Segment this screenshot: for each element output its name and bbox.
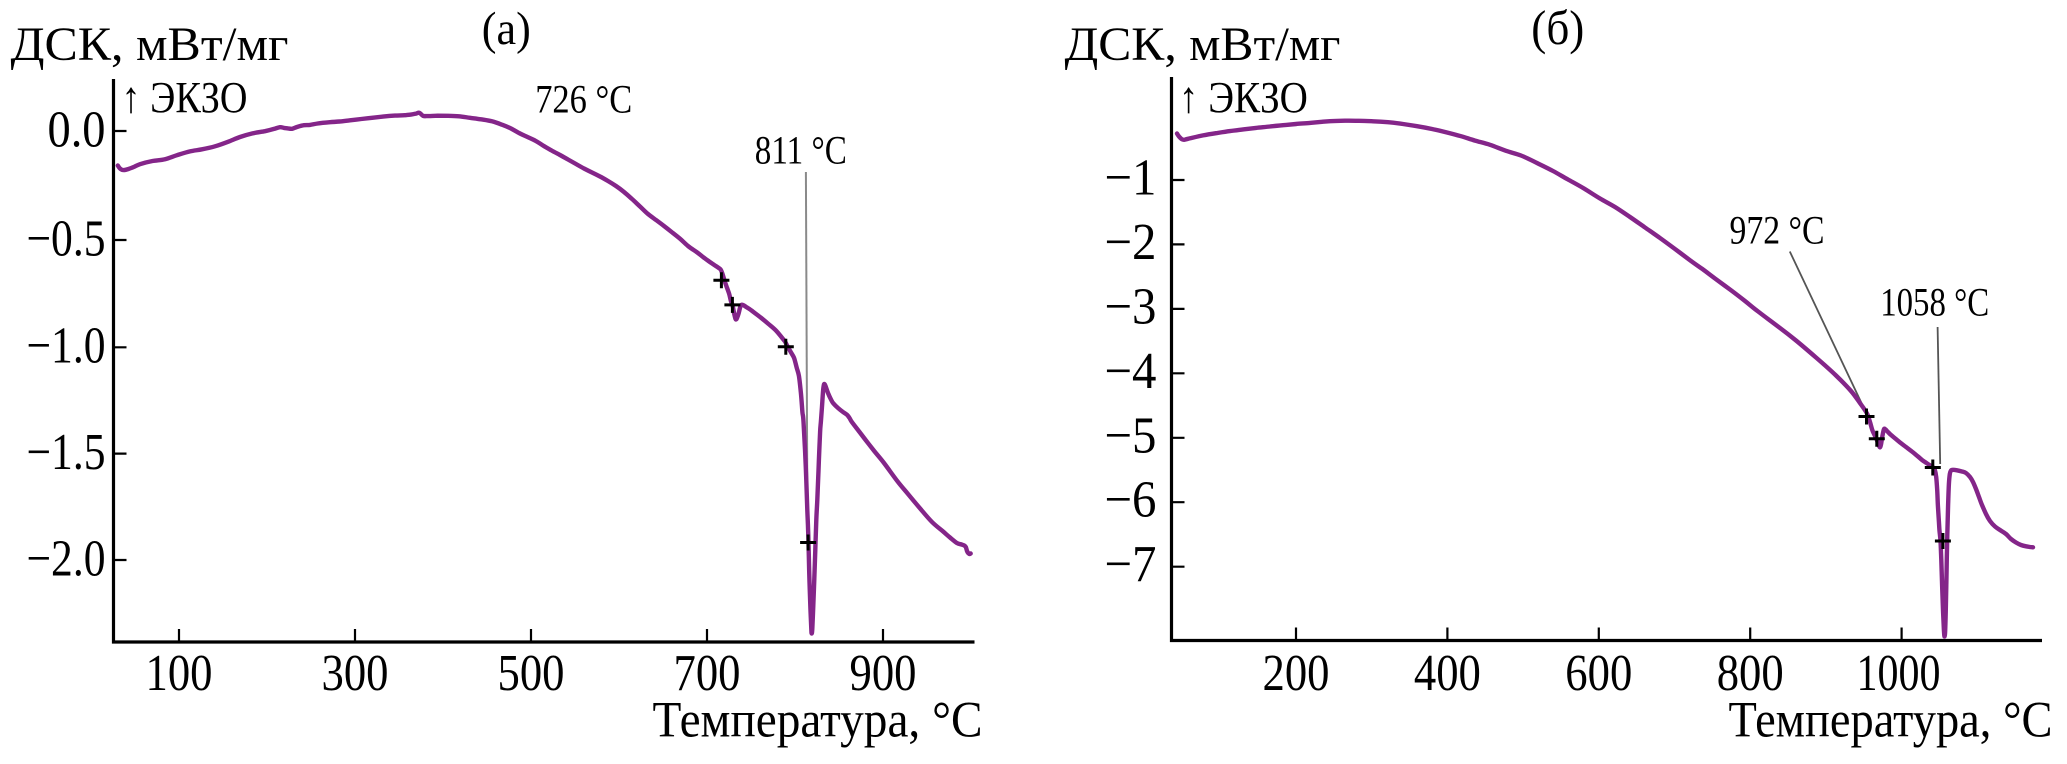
svg-text:1058 °C: 1058 °C <box>1880 280 1989 325</box>
svg-text:900: 900 <box>850 645 917 702</box>
svg-text:−2.0: −2.0 <box>27 530 106 587</box>
svg-text:−7: −7 <box>1105 536 1157 593</box>
svg-text:811 °C: 811 °C <box>755 127 847 172</box>
svg-text:600: 600 <box>1565 645 1632 702</box>
svg-text:726 °C: 726 °C <box>535 76 632 121</box>
svg-text:−5: −5 <box>1105 407 1157 464</box>
svg-text:700: 700 <box>674 645 741 702</box>
svg-text:Температура, °C: Температура, °C <box>653 693 983 749</box>
svg-text:−1: −1 <box>1105 150 1157 207</box>
svg-text:−2: −2 <box>1105 214 1157 271</box>
svg-text:(б): (б) <box>1531 0 1584 55</box>
svg-text:−1.0: −1.0 <box>27 318 106 375</box>
svg-text:800: 800 <box>1717 645 1784 702</box>
svg-text:100: 100 <box>146 645 213 702</box>
svg-text:1000: 1000 <box>1857 645 1941 702</box>
svg-text:↑ ЭКЗО: ↑ ЭКЗО <box>1179 73 1308 122</box>
svg-text:500: 500 <box>498 645 565 702</box>
svg-text:−1.5: −1.5 <box>27 424 106 481</box>
svg-text:−6: −6 <box>1105 472 1157 529</box>
svg-text:300: 300 <box>322 645 389 702</box>
svg-text:−0.5: −0.5 <box>27 210 106 267</box>
svg-text:Температура, °C: Температура, °C <box>1729 693 2053 749</box>
svg-text:0.0: 0.0 <box>48 101 106 158</box>
svg-text:−3: −3 <box>1105 278 1157 335</box>
svg-text:ДСК, мВт/мг: ДСК, мВт/мг <box>11 18 289 71</box>
svg-text:↑ ЭКЗО: ↑ ЭКЗО <box>122 73 248 122</box>
svg-text:400: 400 <box>1414 645 1481 702</box>
svg-text:−4: −4 <box>1105 343 1157 400</box>
svg-text:200: 200 <box>1263 645 1330 702</box>
svg-text:ДСК, мВт/мг: ДСК, мВт/мг <box>1065 18 1341 71</box>
svg-text:(а): (а) <box>482 3 531 55</box>
svg-text:972 °C: 972 °C <box>1730 208 1825 253</box>
